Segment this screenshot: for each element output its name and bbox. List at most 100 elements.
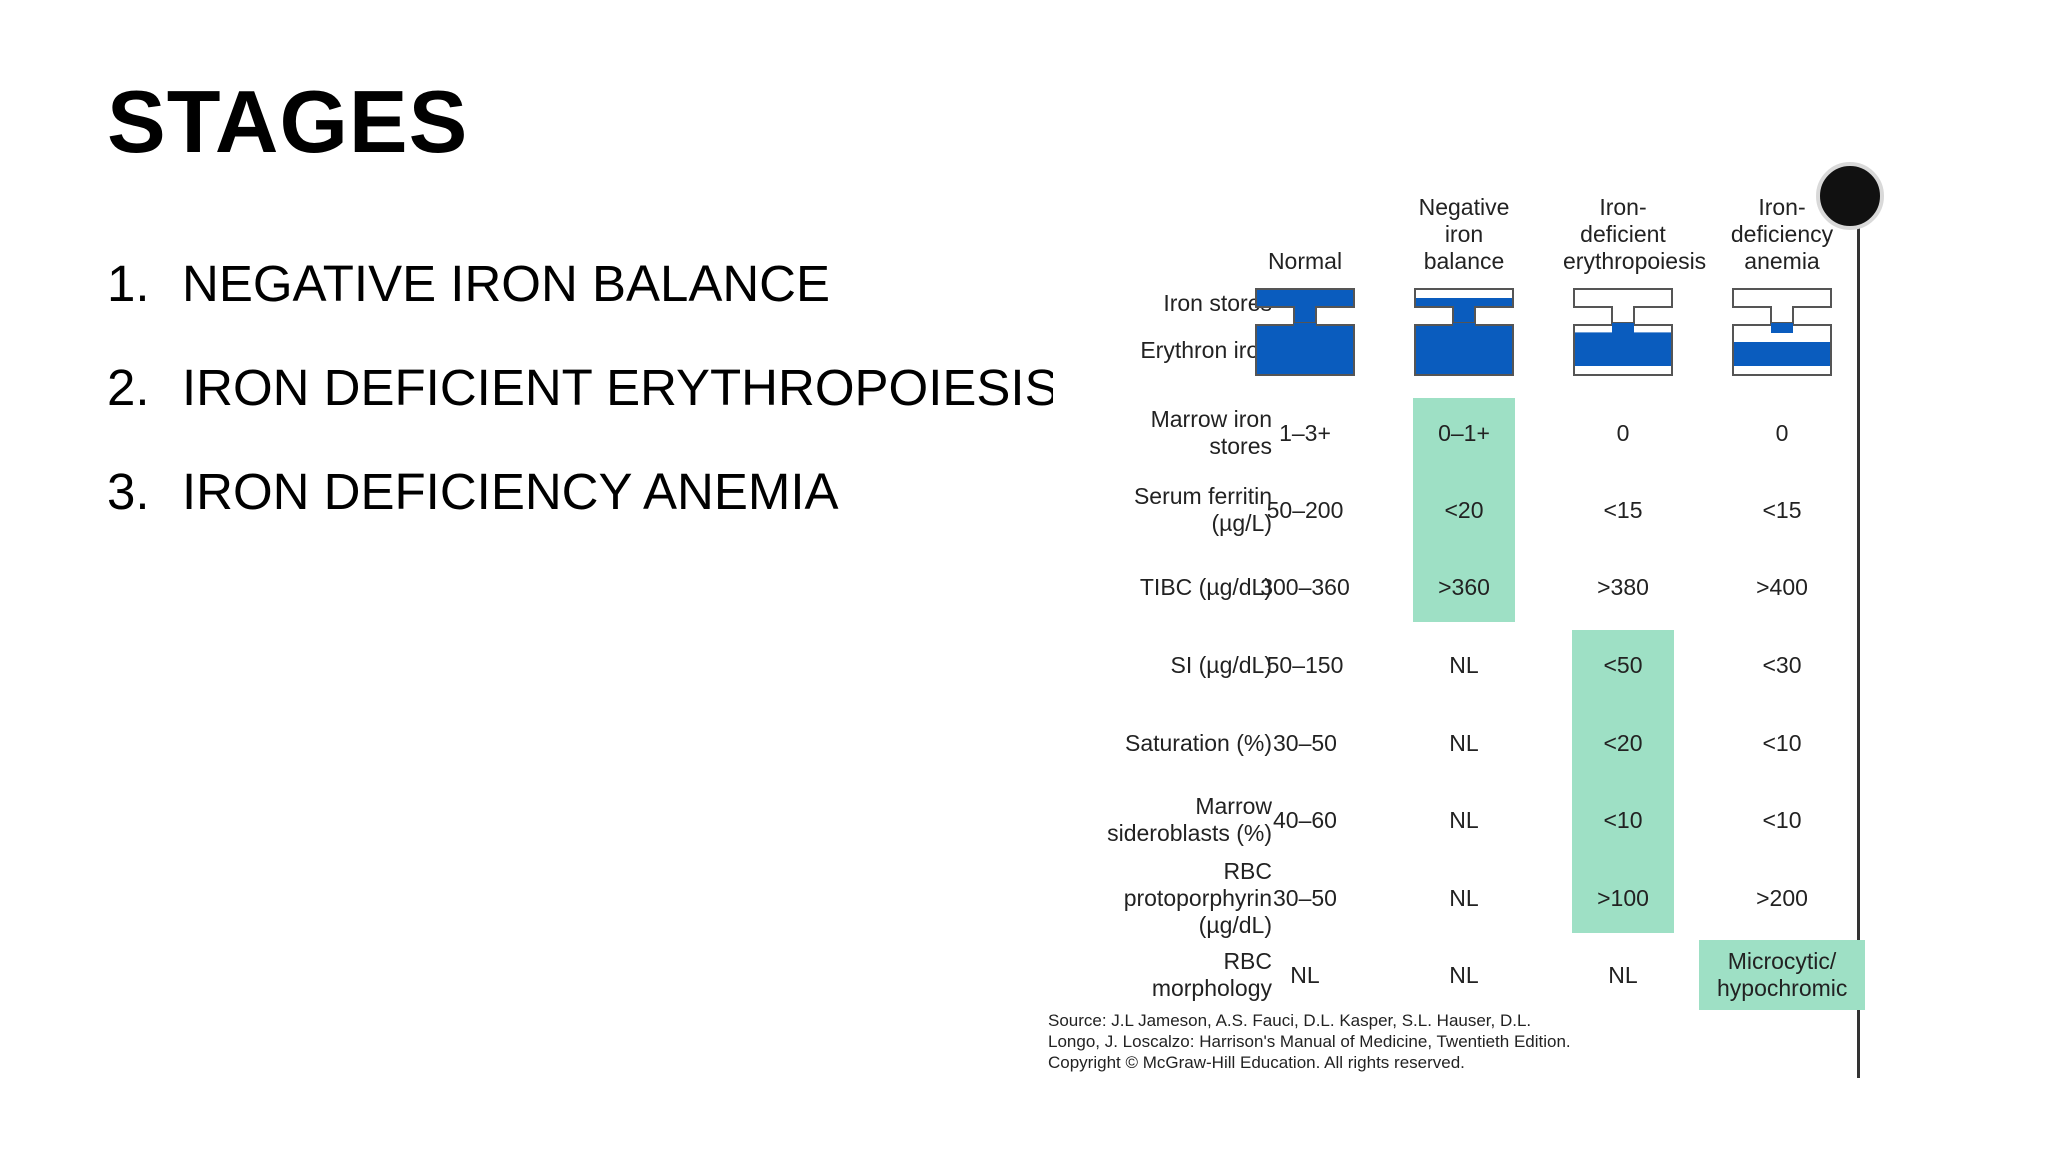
text-line: iron: [1444, 221, 1484, 247]
table-cell: NL: [1449, 961, 1479, 988]
table-cell: <20: [1603, 729, 1643, 756]
erythron-iron-icon: [1414, 323, 1514, 376]
table-cell: <50: [1603, 651, 1643, 678]
table-cell: 0: [1616, 419, 1630, 446]
table-cell: Microcytic/hypochromic: [1717, 948, 1847, 1002]
table-cell: 50–200: [1266, 496, 1344, 523]
text-line: anemia: [1744, 248, 1820, 274]
row-label: Marrow iron stores: [1151, 406, 1272, 460]
text-line: deficient: [1580, 221, 1666, 247]
iron-stores-icon: [1573, 288, 1673, 324]
source-line: Longo, J. Loscalzo: Harrison's Manual of…: [1048, 1032, 1571, 1051]
text-line: SI (µg/dL): [1170, 651, 1272, 678]
stage-label: IRON DEFICIENCY ANEMIA: [182, 463, 839, 520]
table-cell: 0–1+: [1438, 419, 1490, 446]
table-cell: >400: [1756, 573, 1808, 600]
table-cell: <20: [1444, 496, 1484, 523]
erythron-iron-icon: [1732, 323, 1832, 376]
text-line: hypochromic: [1717, 975, 1848, 1001]
table-cell: <15: [1603, 496, 1643, 523]
stage-list: 1. NEGATIVE IRON BALANCE 2. IRON DEFICIENT…: [107, 248, 1053, 548]
stage-item-negative-iron-balance: 1. NEGATIVE IRON BALANCE: [107, 258, 830, 309]
text-line: Serum ferritin: [1133, 483, 1272, 509]
icon-label-iron-stores: Iron stores: [1163, 290, 1272, 316]
text-line: Iron-: [1758, 194, 1806, 220]
row-label: Serum ferritin (µg/L): [1134, 483, 1272, 537]
stage-number: 3.: [107, 463, 150, 520]
text-line: Negative: [1418, 194, 1510, 220]
column-header: Iron-deficiency anemia: [1722, 194, 1842, 275]
text-line: stores: [1209, 433, 1272, 459]
source-line: Copyright © McGraw-Hill Education. All r…: [1048, 1053, 1465, 1072]
figure-edge-divider: [1857, 198, 1860, 1078]
text-line: balance: [1423, 248, 1505, 274]
erythron-iron-icon: [1573, 323, 1673, 376]
icon-label-erythron-iron: Erythron iron: [1140, 337, 1272, 363]
table-cell: >200: [1756, 884, 1808, 911]
highlight-band: [1699, 940, 1865, 1010]
table-cell: NL: [1449, 729, 1479, 756]
column-header: Negative iron balance: [1404, 194, 1524, 275]
iron-stores-icon: [1255, 288, 1355, 324]
text-line: erythropoiesis: [1563, 248, 1707, 274]
text-line: morphology: [1151, 975, 1272, 1001]
table-cell: <10: [1762, 729, 1802, 756]
table-cell: 300–360: [1260, 573, 1350, 600]
text-line: deficiency: [1730, 221, 1834, 247]
stage-label: IRON DEFICIENT ERYTHROPOIESIS: [182, 359, 1053, 416]
text-line: protoporphyrin: [1123, 884, 1272, 911]
text-line: Saturation (%): [1124, 729, 1272, 756]
text-line: (µg/L): [1211, 510, 1272, 536]
table-cell: >360: [1438, 573, 1490, 600]
table-cell: 1–3+: [1279, 419, 1331, 446]
row-label: RBC protoporphyrin (µg/dL): [1124, 858, 1272, 939]
stage-item-iron-deficiency-anemia: 3. IRON DEFICIENCY ANEMIA: [107, 466, 839, 517]
table-cell: NL: [1449, 651, 1479, 678]
row-label: Marrow sideroblasts (%): [1107, 793, 1272, 847]
stage-label: NEGATIVE IRON BALANCE: [182, 255, 831, 312]
source-citation: Source: J.L Jameson, A.S. Fauci, D.L. Ka…: [1048, 1010, 1571, 1073]
text-line: TIBC (µg/dL): [1139, 573, 1272, 600]
text-line: RBC: [1223, 857, 1272, 884]
column-header: Iron-deficient erythropoiesis: [1563, 194, 1707, 275]
text-line: (µg/dL): [1198, 911, 1272, 938]
row-label: SI (µg/dL): [1171, 652, 1272, 679]
text-line: sideroblasts (%): [1107, 820, 1272, 846]
text-line: Iron-: [1599, 194, 1647, 220]
table-cell: 50–150: [1266, 651, 1344, 678]
iron-stages-table-figure: Iron stores Erythron iron Source: J.L Ja…: [1048, 162, 1884, 1078]
table-cell: 30–50: [1273, 729, 1337, 756]
text-line: RBC: [1223, 948, 1272, 974]
table-cell: NL: [1449, 806, 1479, 833]
text-line: Marrow iron: [1150, 406, 1272, 432]
highlight-band: [1413, 398, 1515, 622]
source-line: Source: J.L Jameson, A.S. Fauci, D.L. Ka…: [1048, 1011, 1532, 1030]
table-cell: <10: [1603, 806, 1643, 833]
text-line: Normal: [1267, 248, 1343, 274]
row-label: RBC morphology: [1152, 948, 1272, 1002]
table-cell: NL: [1290, 961, 1320, 988]
iron-stores-icon: [1732, 288, 1832, 324]
stage-item-iron-deficient-erythropoiesis: 2. IRON DEFICIENT ERYTHROPOIESIS: [107, 362, 1053, 413]
erythron-iron-icon: [1255, 323, 1355, 376]
row-label: TIBC (µg/dL): [1140, 574, 1272, 601]
table-cell: <10: [1762, 806, 1802, 833]
table-cell: NL: [1449, 884, 1479, 911]
slide-title: STAGES: [107, 72, 469, 171]
table-cell: <15: [1762, 496, 1802, 523]
table-cell: NL: [1608, 961, 1638, 988]
row-label: Saturation (%): [1125, 730, 1272, 757]
text-line: Microcytic/: [1727, 948, 1837, 974]
table-cell: <30: [1762, 651, 1802, 678]
table-cell: >380: [1597, 573, 1649, 600]
stage-number: 2.: [107, 359, 150, 416]
corner-badge-icon: [1816, 162, 1884, 230]
iron-stores-icon: [1414, 288, 1514, 324]
highlight-band: [1572, 630, 1674, 933]
table-cell: 40–60: [1273, 806, 1337, 833]
stage-number: 1.: [107, 255, 150, 312]
table-cell: 0: [1775, 419, 1789, 446]
text-line: Marrow: [1195, 793, 1272, 819]
column-header: Normal: [1245, 248, 1365, 275]
table-cell: >100: [1597, 884, 1649, 911]
